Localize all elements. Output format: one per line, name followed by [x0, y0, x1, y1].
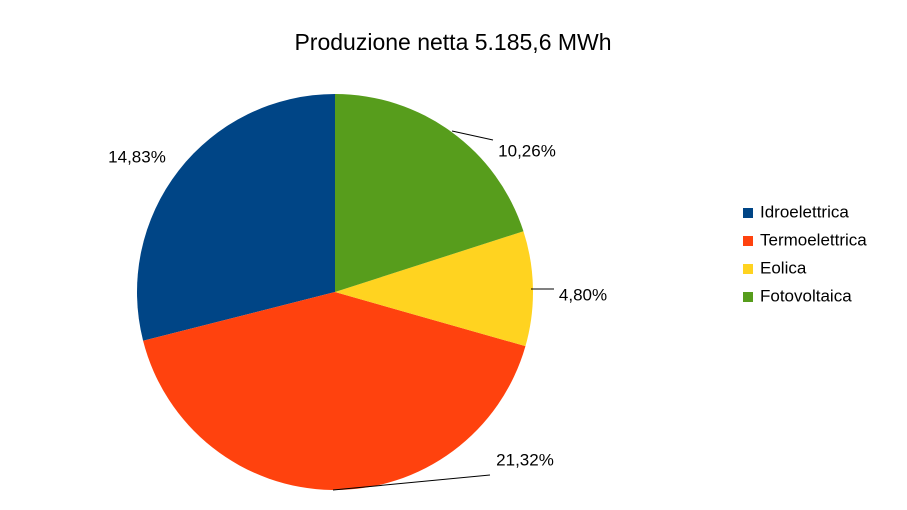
pie-slice — [136, 94, 335, 341]
data-label: 14,83% — [108, 147, 166, 166]
pie-slice — [335, 93, 524, 292]
legend-label: Fotovoltaica — [760, 286, 852, 305]
chart-title: Produzione netta 5.185,6 MWh — [294, 29, 611, 55]
legend-swatch — [743, 264, 753, 274]
legend-swatch — [743, 236, 753, 246]
legend-label: Eolica — [760, 258, 807, 277]
pie-slice — [143, 292, 526, 491]
legend-label: Idroelettrica — [760, 202, 849, 221]
data-label: 21,32% — [496, 450, 554, 469]
leader-line — [451, 130, 494, 141]
leader-line — [332, 474, 491, 491]
legend-label: Termoelettrica — [760, 230, 867, 249]
data-label: 4,80% — [559, 285, 607, 304]
data-label: 10,26% — [498, 141, 556, 160]
legend-swatch — [743, 292, 753, 302]
legend-swatch — [743, 208, 753, 218]
pie-slice — [335, 231, 533, 347]
